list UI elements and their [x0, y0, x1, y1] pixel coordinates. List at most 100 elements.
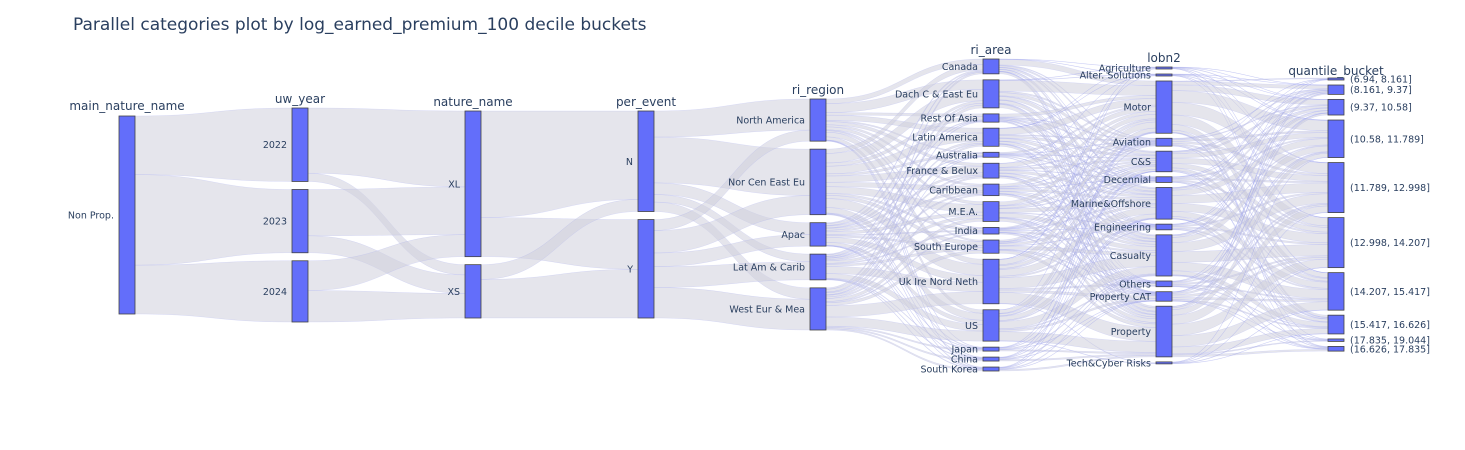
dimension-label-ri_region: ri_region: [792, 83, 844, 97]
dimension-label-uw_year: uw_year: [275, 92, 325, 106]
category-bar-ri_area[interactable]: [982, 58, 1000, 75]
category-bar-quantile_bucket[interactable]: [1327, 162, 1345, 213]
category-bar-lobn2[interactable]: [1155, 305, 1173, 358]
category-bar-ri_area[interactable]: [982, 151, 1000, 158]
category-label-ri_area: M.E.A.: [948, 207, 978, 218]
category-bar-lobn2[interactable]: [1155, 361, 1173, 365]
category-bar-layer: [118, 58, 1345, 372]
category-bar-ri_area[interactable]: [982, 79, 1000, 109]
dimension-label-quantile_bucket: quantile_bucket: [1288, 64, 1384, 78]
category-label-quantile_bucket: (9.37, 10.58]: [1350, 103, 1412, 114]
label-layer: main_nature_name Non Prop. uw_year 2022 2023…: [68, 43, 1430, 376]
category-label-quantile_bucket: (10.58, 11.789]: [1350, 134, 1424, 145]
category-label-quantile_bucket: (6.94, 8.161]: [1350, 75, 1412, 86]
category-label-quantile_bucket: (16.626, 17.835]: [1350, 344, 1430, 355]
category-bar-ri_region[interactable]: [809, 253, 827, 281]
category-label-ri_area: China: [951, 355, 978, 366]
ribbon-uw_year-nature_name: [307, 186, 466, 237]
category-bar-lobn2[interactable]: [1155, 137, 1173, 147]
ribbon-uw_year-nature_name: [307, 290, 466, 323]
category-bar-ri_area[interactable]: [982, 258, 1000, 305]
category-bar-lobn2[interactable]: [1155, 291, 1173, 302]
category-bar-main_nature_name[interactable]: [118, 115, 136, 315]
category-bar-quantile_bucket[interactable]: [1327, 98, 1345, 116]
category-bar-ri_area[interactable]: [982, 227, 1000, 235]
category-label-ri_area: US: [965, 321, 978, 332]
category-label-ri_area: Rest Of Asia: [921, 114, 978, 125]
category-bar-quantile_bucket[interactable]: [1327, 217, 1345, 269]
category-bar-lobn2[interactable]: [1155, 280, 1173, 288]
category-bar-ri_area[interactable]: [982, 201, 1000, 222]
category-bar-lobn2[interactable]: [1155, 80, 1173, 134]
ribbon-layer: [134, 58, 1329, 372]
category-label-ri_area: Caribbean: [929, 185, 978, 196]
category-bar-lobn2[interactable]: [1155, 66, 1173, 70]
category-bar-uw_year[interactable]: [291, 260, 309, 323]
category-bar-ri_area[interactable]: [982, 127, 1000, 147]
category-bar-lobn2[interactable]: [1155, 187, 1173, 220]
dimension-label-main_nature_name: main_nature_name: [69, 99, 184, 113]
category-label-ri_area: Japan: [951, 345, 979, 356]
category-label-lobn2: Alter. Solutions: [1080, 71, 1151, 82]
category-bar-ri_region[interactable]: [809, 287, 827, 331]
category-label-ri_area: South Europe: [914, 242, 978, 253]
category-bar-ri_area[interactable]: [982, 239, 1000, 254]
category-bar-ri_area[interactable]: [982, 183, 1000, 197]
category-label-ri_area: France & Belux: [906, 166, 978, 177]
category-label-ri_area: Canada: [942, 62, 978, 73]
chart-title: Parallel categories plot by log_earned_p…: [73, 15, 647, 35]
category-label-quantile_bucket: (17.835, 19.044]: [1350, 336, 1430, 347]
category-bar-quantile_bucket[interactable]: [1327, 272, 1345, 311]
category-label-lobn2: Others: [1119, 279, 1151, 290]
category-bar-lobn2[interactable]: [1155, 73, 1173, 77]
category-bar-ri_region[interactable]: [809, 148, 827, 216]
category-bar-per_event[interactable]: [637, 219, 655, 319]
category-label-main_nature_name: Non Prop.: [68, 211, 114, 222]
category-label-quantile_bucket: (12.998, 14.207]: [1350, 238, 1430, 249]
ribbon-uw_year-nature_name: [307, 107, 466, 188]
category-bar-nature_name[interactable]: [464, 264, 482, 319]
category-label-ri_area: India: [955, 226, 978, 237]
category-bar-nature_name[interactable]: [464, 110, 482, 258]
category-label-ri_area: Australia: [936, 150, 978, 161]
category-bar-ri_area[interactable]: [982, 162, 1000, 179]
category-label-per_event: Y: [626, 264, 633, 275]
dimension-label-lobn2: lobn2: [1147, 51, 1181, 65]
category-label-ri_area: Uk Ire Nord Neth: [899, 277, 978, 288]
category-label-uw_year: 2023: [263, 217, 287, 228]
category-label-ri_region: Nor Cen East Eu: [728, 177, 805, 188]
category-bar-quantile_bucket[interactable]: [1327, 77, 1345, 81]
category-bar-ri_region[interactable]: [809, 222, 827, 247]
category-label-lobn2: Motor: [1124, 103, 1152, 114]
category-label-quantile_bucket: (14.207, 15.417]: [1350, 287, 1430, 298]
category-bar-quantile_bucket[interactable]: [1327, 314, 1345, 335]
category-label-lobn2: Casualty: [1110, 251, 1152, 262]
category-bar-uw_year[interactable]: [291, 107, 309, 182]
category-bar-ri_area[interactable]: [982, 356, 1000, 362]
category-bar-ri_region[interactable]: [809, 98, 827, 142]
category-bar-ri_area[interactable]: [982, 113, 1000, 123]
category-bar-quantile_bucket[interactable]: [1327, 338, 1345, 342]
category-label-ri_region: Apac: [781, 230, 805, 241]
category-bar-lobn2[interactable]: [1155, 176, 1173, 183]
category-label-nature_name: XL: [448, 179, 461, 190]
category-bar-quantile_bucket[interactable]: [1327, 346, 1345, 352]
category-bar-uw_year[interactable]: [291, 189, 309, 254]
dimension-label-per_event: per_event: [616, 95, 676, 109]
category-label-lobn2: Tech&Cyber Risks: [1066, 358, 1151, 369]
category-bar-ri_area[interactable]: [982, 309, 1000, 342]
category-bar-per_event[interactable]: [637, 110, 655, 212]
category-bar-lobn2[interactable]: [1155, 234, 1173, 277]
category-label-lobn2: Agriculture: [1099, 64, 1151, 75]
category-bar-lobn2[interactable]: [1155, 223, 1173, 231]
category-bar-lobn2[interactable]: [1155, 150, 1173, 173]
category-label-lobn2: Property CAT: [1090, 292, 1152, 303]
category-bar-quantile_bucket[interactable]: [1327, 119, 1345, 158]
category-label-nature_name: XS: [447, 287, 460, 298]
category-bar-quantile_bucket[interactable]: [1327, 84, 1345, 95]
category-bar-ri_area[interactable]: [982, 366, 1000, 372]
category-bar-ri_area[interactable]: [982, 346, 1000, 352]
dimension-label-ri_area: ri_area: [970, 43, 1011, 57]
